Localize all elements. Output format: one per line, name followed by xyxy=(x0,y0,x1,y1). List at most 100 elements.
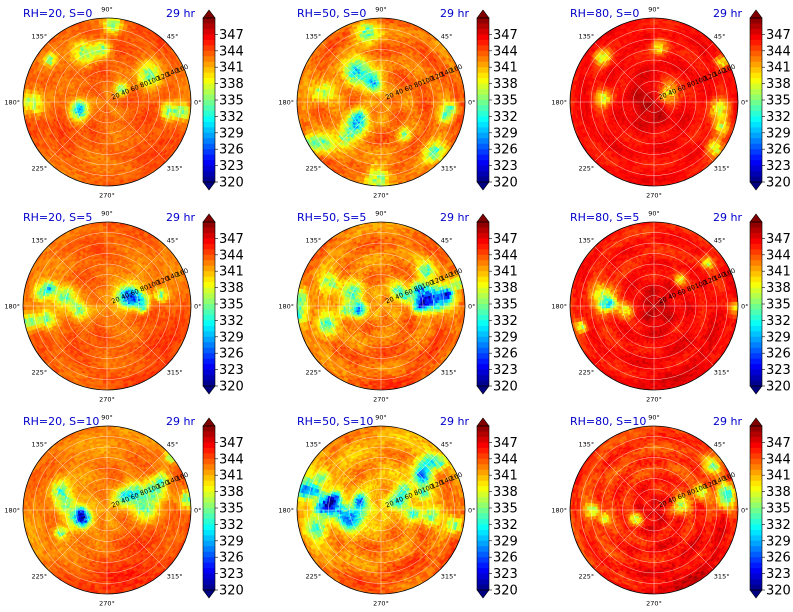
colorbar-segment xyxy=(203,72,215,79)
radial-tick-label: 40 xyxy=(120,87,131,98)
colorbar-segment xyxy=(750,34,762,41)
colorbar-segment xyxy=(477,475,489,482)
radial-tick-label: 80 xyxy=(686,487,697,498)
colorbar-segment xyxy=(750,342,762,349)
colorbar-segment xyxy=(477,176,489,183)
angular-tick-label: 180° xyxy=(551,99,567,107)
colorbar-segment xyxy=(750,331,762,338)
colorbar-segment xyxy=(203,293,215,299)
colorbar-tick-label: 332 xyxy=(493,314,518,329)
colorbar-tick-label: 332 xyxy=(219,518,244,533)
colorbar-segment xyxy=(203,18,215,24)
colorbar-segment xyxy=(477,143,489,150)
radial-tick-label: 80 xyxy=(139,79,150,90)
colorbar-tick-label: 335 xyxy=(493,94,518,109)
colorbar-segment xyxy=(750,293,762,299)
polar-panel: 0°45°90°135°180°225°270°315°204060801001… xyxy=(278,6,518,200)
colorbar-tick-label: 323 xyxy=(493,363,518,378)
colorbar-segment xyxy=(203,320,215,327)
colorbar-segment xyxy=(203,116,215,123)
angular-tick-label: 225° xyxy=(306,572,322,580)
colorbar-extend-min xyxy=(749,385,763,395)
angular-tick-label: 90° xyxy=(648,210,660,218)
colorbar-segment xyxy=(203,222,215,228)
polar-grid xyxy=(569,17,739,187)
colorbar-segment xyxy=(477,61,489,68)
angular-tick-label: 135° xyxy=(32,33,48,41)
radial-tick-label: 40 xyxy=(394,87,405,98)
colorbar-tick-label: 341 xyxy=(766,265,791,280)
colorbar-extend-max xyxy=(749,417,763,427)
radial-tick-label: 80 xyxy=(139,487,150,498)
colorbar-segment xyxy=(750,529,762,536)
radial-tick-label: 20 xyxy=(384,91,395,102)
colorbar-extend-min xyxy=(202,589,216,599)
angular-tick-label: 0° xyxy=(194,507,201,515)
colorbar-segment xyxy=(477,72,489,79)
colorbar-segment xyxy=(203,304,215,310)
colorbar-segment xyxy=(203,518,215,525)
colorbar-tick-label: 335 xyxy=(219,298,244,313)
polar-panel: 0°45°90°135°180°225°270°315°204060801001… xyxy=(551,6,791,200)
colorbar-tick-label: 323 xyxy=(766,567,791,582)
colorbar-tick-label: 338 xyxy=(219,281,244,296)
panel-title: RH=20, S=10 xyxy=(23,415,99,428)
colorbar-segment xyxy=(203,375,215,381)
colorbar-segment xyxy=(477,331,489,338)
colorbar-extend-max xyxy=(476,417,490,427)
colorbar-extend-max xyxy=(202,417,216,427)
colorbar-segment xyxy=(750,94,762,101)
colorbar-segment xyxy=(750,78,762,84)
colorbar-tick-label: 326 xyxy=(493,347,518,362)
angular-tick-label: 135° xyxy=(306,441,322,449)
colorbar-tick-label: 329 xyxy=(493,330,518,345)
colorbar-segment xyxy=(750,314,762,321)
polar-panel: 0°45°90°135°180°225°270°315°204060801001… xyxy=(278,210,518,404)
colorbar-segment xyxy=(203,160,215,166)
colorbar-segment xyxy=(203,579,215,585)
colorbar-segment xyxy=(203,260,215,267)
angular-tick-label: 0° xyxy=(468,303,475,311)
colorbar-segment xyxy=(750,353,762,360)
polar-grid xyxy=(22,425,192,595)
radial-tick-label: 80 xyxy=(413,487,424,498)
polar-frame xyxy=(296,425,466,595)
colorbar-segment xyxy=(477,243,489,250)
polar-grid xyxy=(22,221,192,391)
colorbar-segment xyxy=(203,94,215,101)
angular-tick-label: 270° xyxy=(373,600,389,608)
colorbar-segment xyxy=(203,282,215,288)
angular-tick-label: 0° xyxy=(468,507,475,515)
colorbar-segment xyxy=(203,562,215,569)
angular-tick-label: 225° xyxy=(306,164,322,172)
colorbar-segment xyxy=(750,304,762,310)
colorbar-segment xyxy=(477,222,489,228)
colorbar-segment xyxy=(477,524,489,531)
colorbar-segment xyxy=(750,18,762,24)
colorbar-extend-max xyxy=(476,213,490,223)
colorbar-segment xyxy=(750,380,762,387)
colorbar-tick-label: 332 xyxy=(493,110,518,125)
colorbar-segment xyxy=(203,132,215,139)
colorbar-segment xyxy=(477,314,489,321)
colorbar-tick-label: 323 xyxy=(219,567,244,582)
colorbar-segment xyxy=(477,276,489,283)
colorbar-segment xyxy=(750,309,762,316)
colorbar-segment xyxy=(750,149,762,156)
angular-tick-label: 135° xyxy=(579,33,595,41)
colorbar-tick-label: 344 xyxy=(766,44,791,59)
colorbar-segment xyxy=(477,282,489,288)
colorbar-tick-label: 335 xyxy=(766,298,791,313)
colorbar-tick-label: 332 xyxy=(766,110,791,125)
colorbar-segment xyxy=(750,67,762,74)
colorbar-segment xyxy=(203,524,215,531)
colorbar-segment xyxy=(477,342,489,349)
colorbar-segment xyxy=(477,336,489,343)
colorbar-segment xyxy=(203,453,215,460)
radial-tick-label: 60 xyxy=(676,287,687,298)
radial-tick-label: 40 xyxy=(667,87,678,98)
colorbar-segment xyxy=(477,127,489,134)
colorbar-segment xyxy=(750,45,762,52)
